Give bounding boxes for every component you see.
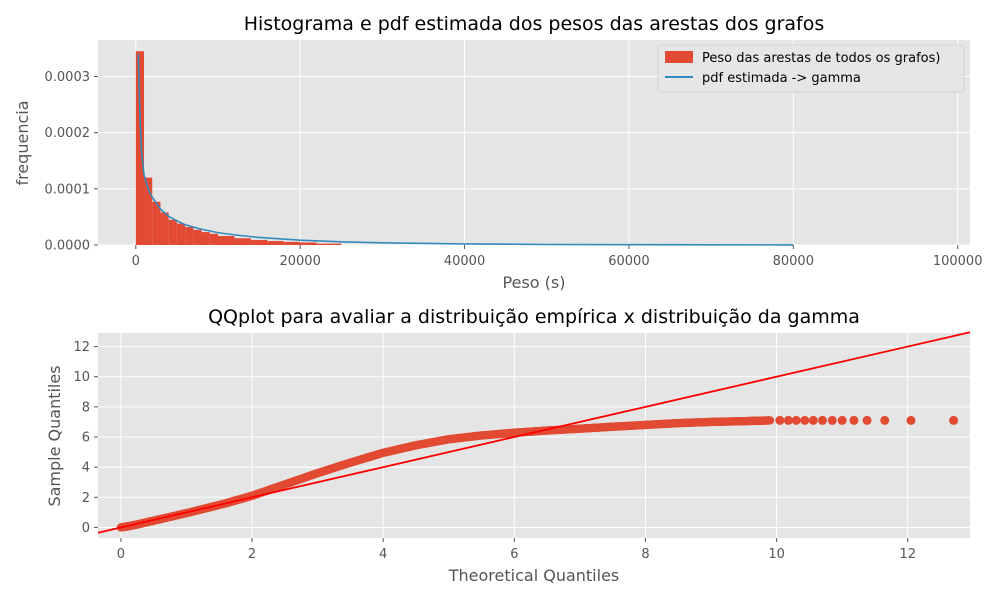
y-tick-label: 4 [82,461,90,476]
qq-point [949,415,959,425]
x-tick-label: 40000 [444,254,485,269]
qqplot-panel: 0 2 4 6 8 10 12 0 2 4 6 8 10 12 QQplot para avaliar … [45,306,971,585]
qqplot-x-axis-label: Theoretical Quantiles [448,566,620,585]
histogram-bar [193,229,202,245]
histogram-bar [209,233,218,245]
histogram-bar [201,232,210,245]
x-tick-label: 20000 [279,254,320,269]
histogram-bar [250,239,268,245]
qq-point [765,416,775,425]
qq-point [800,415,810,425]
histogram-bar [283,241,301,245]
x-tick-label: 6 [510,547,518,562]
y-tick-label: 8 [82,400,90,415]
histogram-bar [267,241,284,245]
y-tick-label: 0.0001 [45,182,91,197]
legend-histogram-label: Peso das arestas de todos os grafos) [702,51,940,66]
histogram-bar [176,223,186,245]
legend-pdf-label: pdf estimada -> gamma [702,71,861,86]
histogram-bar [234,238,251,245]
histogram-bar [300,242,317,245]
x-tick-label: 80000 [773,254,814,269]
histogram-bar [144,177,153,245]
y-tick-label: 6 [82,431,90,446]
pdf-line [137,54,794,246]
histogram-bars [135,51,342,245]
qq-point [817,415,827,425]
qqplot-x-ticks: 0 2 4 6 8 10 12 [117,538,916,562]
qq-point [862,415,872,425]
x-tick-label: 2 [248,547,256,562]
x-tick-label: 0 [132,254,140,269]
y-tick-label: 2 [82,491,90,506]
histogram-y-axis-label: frequencia [13,100,32,185]
qq-point [791,415,801,425]
x-tick-label: 8 [641,547,649,562]
legend: Peso das arestas de todos os grafos) pdf… [657,44,965,93]
histogram-bar [160,212,169,245]
histogram-x-axis-label: Peso (s) [503,273,566,292]
histogram-bar [316,243,342,245]
y-tick-label: 0.0002 [45,126,91,141]
qq-point [808,415,818,425]
histogram-bar [217,236,235,245]
qq-point [906,415,916,425]
y-tick-label: 10 [73,370,90,385]
x-tick-label: 100000 [933,254,983,269]
y-tick-label: 12 [73,340,90,355]
legend-histogram-swatch [665,51,693,63]
x-tick-label: 60000 [608,254,649,269]
histogram-bar [152,201,161,245]
histogram-bar [168,219,177,245]
histogram-y-ticks: 0.0000 0.0001 0.0002 0.0003 [45,70,98,254]
x-tick-label: 12 [899,547,916,562]
y-tick-label: 0.0000 [45,239,91,254]
histogram-x-ticks: 0 20000 40000 60000 80000 100000 [132,245,983,269]
qq-point [783,415,793,425]
qq-point [827,415,837,425]
qqplot-title: QQplot para avaliar a distribuição empír… [208,306,860,328]
histogram-panel: 0 20000 40000 60000 80000 100000 0.0000 0.0001… [13,13,982,292]
legend-box [657,44,965,93]
y-tick-label: 0.0003 [45,70,91,85]
qq-point [849,415,859,425]
qq-point [837,415,847,425]
qqplot-y-ticks: 0 2 4 6 8 10 12 [73,340,98,536]
histogram-bar [185,227,194,245]
x-tick-label: 10 [768,547,785,562]
x-tick-label: 4 [379,547,387,562]
x-tick-label: 0 [117,547,125,562]
qq-point [880,415,890,425]
histogram-title: Histograma e pdf estimada dos pesos das … [244,13,825,35]
qqplot-reference-line [97,331,971,534]
histogram-bar [135,51,145,245]
y-tick-label: 0 [82,521,90,536]
qqplot-y-axis-label: Sample Quantiles [45,365,64,506]
qq-point [775,415,785,425]
